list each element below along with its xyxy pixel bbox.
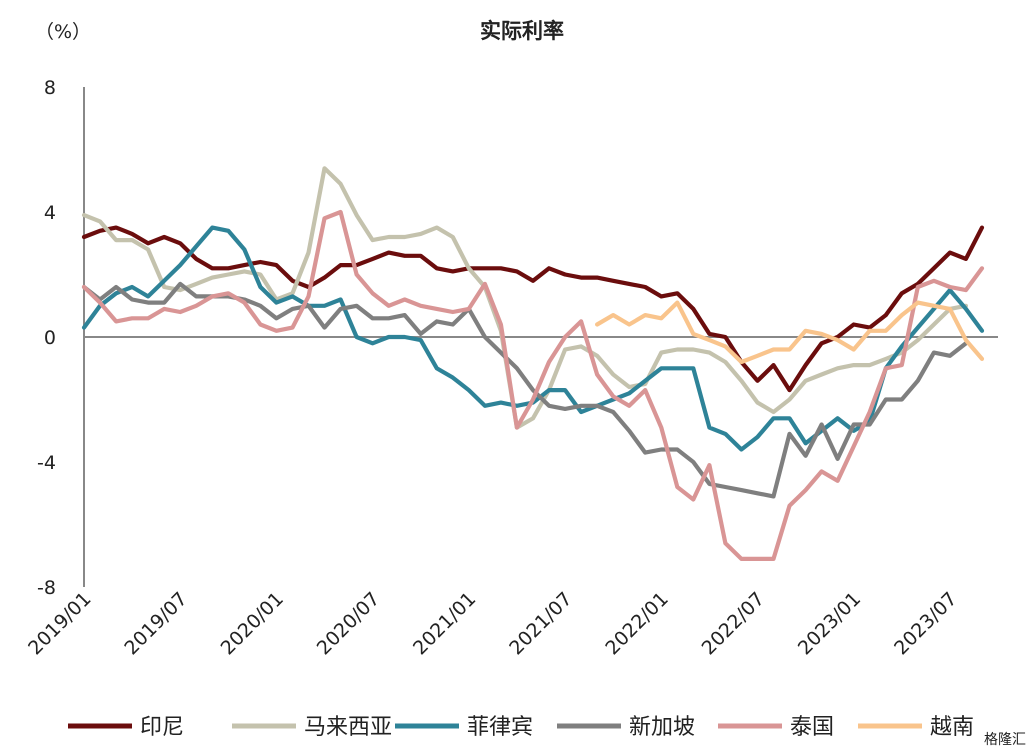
watermark-text: 格隆汇 [984, 732, 1026, 748]
y-unit-label: （%） [35, 21, 91, 43]
chart-title: 实际利率 [480, 19, 564, 43]
legend: 印尼 马来西亚 菲律宾 新加坡 泰国 越南 [68, 715, 974, 740]
y-tick-label: -4 [37, 452, 56, 474]
x-tick-label: 2022/07 [698, 588, 769, 659]
legend-label: 菲律宾 [467, 715, 533, 740]
legend-label: 泰国 [790, 715, 834, 740]
series-line-4 [81, 209, 985, 561]
x-tick-label: 2023/01 [794, 588, 865, 659]
y-tick-label: -8 [37, 577, 56, 599]
x-tick-label: 2020/01 [217, 588, 288, 659]
series-line-5 [595, 300, 985, 365]
y-tick-label: 0 [44, 327, 56, 349]
x-tick-label: 2022/01 [601, 588, 672, 659]
series-line-3 [81, 281, 968, 499]
legend-label: 马来西亚 [304, 715, 392, 740]
legend-label: 新加坡 [629, 715, 695, 740]
x-tick-label: 2021/07 [505, 588, 576, 659]
x-tick-label: 2020/07 [313, 588, 384, 659]
x-tick-label: 2023/07 [890, 588, 961, 659]
x-tick-label: 2021/01 [409, 588, 480, 659]
x-tick-label: 2019/07 [120, 588, 191, 659]
y-tick-label: 4 [44, 202, 56, 224]
series-lines [81, 166, 985, 561]
legend-label: 印尼 [140, 715, 184, 740]
legend-label: 越南 [930, 715, 974, 740]
y-tick-label: 8 [44, 77, 56, 99]
series-line-1 [81, 166, 968, 430]
x-tick-labels: 2019/01 2019/07 2020/01 2020/07 2021/01 2021/… [24, 588, 961, 659]
y-tick-labels: -8 -4 0 4 8 [37, 77, 56, 599]
x-tick-label: 2019/01 [24, 588, 95, 659]
